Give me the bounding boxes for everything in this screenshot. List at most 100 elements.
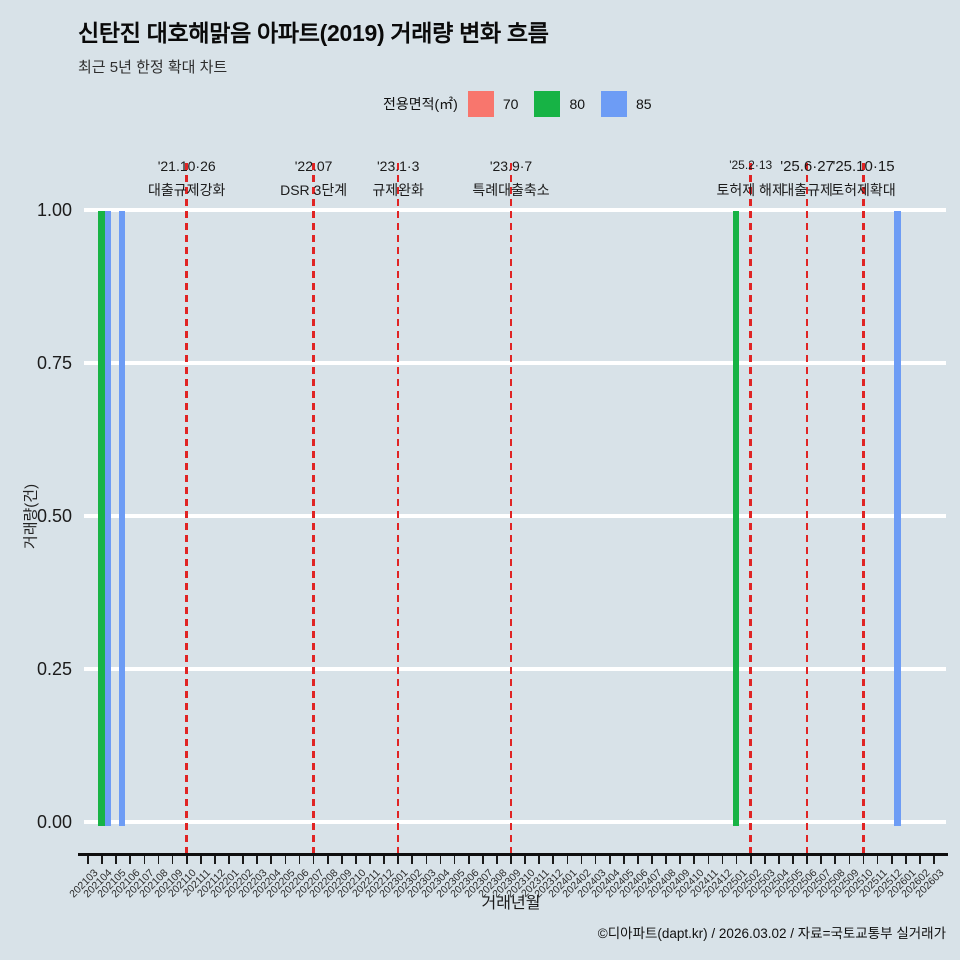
x-tick [228, 856, 230, 864]
x-tick [256, 856, 259, 864]
annotation-line [862, 163, 865, 853]
x-tick [171, 856, 174, 864]
x-tick [919, 856, 921, 864]
x-tick [566, 856, 569, 864]
legend-item-80: 80 [534, 90, 586, 117]
y-tick-label: 1.00 [36, 200, 72, 220]
annotation-line [749, 163, 752, 853]
x-tick [890, 856, 893, 864]
x-tick [453, 856, 456, 864]
legend-item-85: 85 [601, 90, 652, 117]
x-tick [792, 856, 794, 864]
x-tick [552, 856, 555, 864]
x-tick [820, 856, 823, 864]
y-tick-label: 0.50 [36, 506, 72, 526]
x-tick [707, 856, 710, 864]
x-tick [298, 856, 301, 864]
gridline-0.50 [84, 514, 946, 518]
x-tick [143, 856, 146, 864]
annotation-date: '25.10·15 [832, 158, 895, 175]
page-subtitle: 최근 5년 한정 확대 차트 [78, 59, 228, 76]
x-tick [637, 856, 639, 864]
gridline-1.00 [84, 208, 946, 212]
x-tick [538, 856, 541, 864]
x-tick [834, 856, 837, 864]
x-tick [199, 856, 202, 864]
x-tick [340, 856, 343, 864]
y-axis-title: 거래량(건) [22, 483, 40, 550]
x-tick [129, 856, 132, 864]
x-tick [763, 856, 766, 864]
legend-swatch-85 [601, 90, 628, 117]
annotation-date: '21.10·26 [157, 158, 216, 174]
x-tick [933, 856, 935, 864]
x-tick [397, 856, 400, 864]
x-tick [87, 856, 89, 864]
legend-title: 전용면적(㎡) [383, 95, 458, 112]
y-tick-label: 0.25 [36, 659, 72, 679]
x-axis-title: 거래년월 [481, 895, 541, 912]
gridline-0.25 [84, 667, 946, 671]
x-tick [510, 856, 512, 864]
x-tick [904, 856, 907, 864]
annotation-label: 토허제 해제 [716, 182, 785, 198]
bar-202105-85 [118, 211, 126, 826]
legend-label-85: 85 [636, 95, 652, 112]
legend: 전용면적(㎡) 70 80 85 [383, 90, 668, 117]
annotation-line [396, 163, 400, 853]
x-tick [693, 856, 696, 864]
x-tick [806, 856, 808, 864]
x-tick [242, 856, 244, 864]
x-tick [312, 856, 315, 864]
annotation-date: '23.9·7 [489, 158, 533, 174]
legend-label-70: 70 [502, 95, 519, 112]
bar-202512-85 [894, 211, 901, 826]
x-tick [270, 856, 273, 864]
gridline-0.00 [84, 820, 946, 824]
x-tick [425, 856, 428, 864]
x-tick [411, 856, 414, 864]
annotation-label: 대출규제 [781, 182, 833, 198]
annotation-line [509, 163, 513, 853]
x-tick [580, 856, 583, 864]
x-tick [665, 856, 667, 864]
legend-swatch-80 [534, 90, 561, 117]
annotation-label: 규제완화 [372, 182, 424, 198]
footer-credit: ©디아파트(dapt.kr) / 2026.03.02 / 자료=국토교통부 실… [597, 926, 946, 941]
x-tick [848, 856, 851, 864]
annotation-line [805, 163, 809, 853]
legend-item-70: 70 [467, 90, 519, 117]
annotation-line [185, 163, 188, 853]
x-tick [383, 856, 385, 864]
x-tick [679, 856, 682, 864]
x-tick [594, 856, 597, 864]
x-tick [608, 856, 611, 864]
x-tick [284, 856, 287, 864]
bar-202104-80 [98, 211, 105, 826]
legend-swatch-70 [467, 90, 494, 117]
annotation-line [312, 163, 315, 853]
x-tick [185, 856, 188, 864]
annotation-date: '25.6·27 [780, 158, 834, 175]
y-tick-label: 0.00 [36, 812, 72, 832]
annotation-date: '22.07 [294, 158, 333, 174]
legend-label-80: 80 [569, 95, 586, 112]
x-axis-line [78, 853, 948, 856]
x-tick [778, 856, 780, 864]
x-tick [622, 856, 625, 864]
annotation-label: 특례대출축소 [472, 182, 550, 198]
x-tick [524, 856, 526, 864]
x-tick [214, 856, 216, 864]
x-tick [651, 856, 653, 864]
x-tick [439, 856, 442, 864]
x-tick [326, 856, 329, 864]
x-tick [115, 856, 118, 864]
x-tick [721, 856, 724, 864]
annotation-date: '23.1·3 [377, 158, 420, 174]
x-tick [862, 856, 865, 864]
y-tick-label: 0.75 [36, 353, 72, 373]
x-tick [157, 856, 160, 864]
x-tick [355, 856, 357, 864]
x-tick [749, 856, 752, 864]
